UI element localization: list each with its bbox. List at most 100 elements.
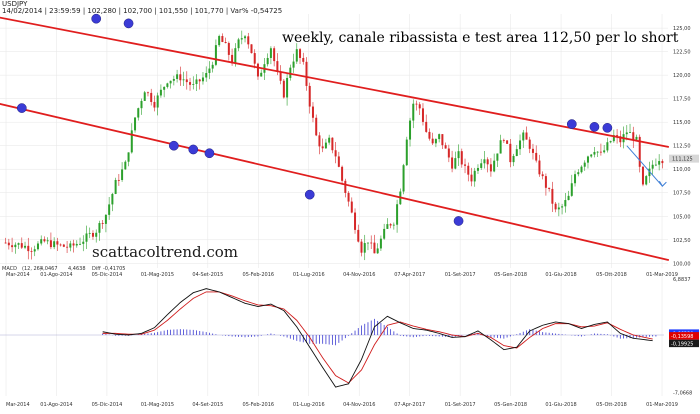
candle-body <box>11 245 14 248</box>
candle-body <box>153 101 156 108</box>
candle-body <box>512 155 515 163</box>
candle-body <box>334 150 337 157</box>
candle-body <box>75 243 78 246</box>
x-tick-label: 05-Feb-2016 <box>243 402 275 408</box>
x-tick-label: Mar-2014 <box>6 272 30 278</box>
signal-value: 4,4638 <box>68 266 86 272</box>
candle-body <box>473 170 476 182</box>
macd-params: (12, 26) <box>22 266 42 272</box>
candle-body <box>599 151 602 153</box>
price-tick-label: 125,00 <box>673 26 691 32</box>
candle-body <box>522 132 525 141</box>
candle-body <box>208 68 211 74</box>
macd-tick-label: -7,0668 <box>673 390 692 396</box>
x-tick-label: 01-Mar-2019 <box>646 272 678 278</box>
candle-body <box>596 151 599 153</box>
candle-body <box>66 246 69 248</box>
price-tick-label: 102,50 <box>673 238 691 244</box>
candle-body <box>172 78 175 81</box>
candle-body <box>570 183 573 196</box>
candle-body <box>156 95 159 108</box>
x-tick-label: 01-Lug-2016 <box>293 272 325 278</box>
macd-label: MACD <box>2 266 17 272</box>
touch-point <box>204 148 215 159</box>
candle-body <box>554 203 557 210</box>
candle-body <box>590 154 593 157</box>
candle-body <box>544 176 547 188</box>
candle-body <box>606 142 609 151</box>
candle-body <box>266 57 269 65</box>
candle-body <box>580 166 583 173</box>
candle-body <box>496 153 499 161</box>
annotation-title: weekly, canale ribassista e test area 11… <box>282 30 679 46</box>
candle-body <box>396 204 399 225</box>
candle-body <box>95 232 98 237</box>
x-tick-label: 01-Mag-2015 <box>141 272 174 278</box>
candle-body <box>499 140 502 154</box>
candle-body <box>586 156 589 163</box>
x-tick-label: 01-Ago-2014 <box>40 272 72 278</box>
touch-point <box>169 140 179 151</box>
projection-arrow <box>626 145 667 187</box>
candle-body <box>476 167 479 171</box>
diff-value: -0,41705 <box>103 266 125 272</box>
candle-body <box>130 130 133 153</box>
price-tick-label: 122,50 <box>673 50 691 56</box>
candle-body <box>224 41 227 44</box>
candle-body <box>583 162 586 167</box>
candle-body <box>302 57 305 62</box>
candle-body <box>486 159 489 165</box>
x-tick-label: 01-Giu-2018 <box>545 402 576 408</box>
x-tick-label: 05-Feb-2016 <box>243 272 275 278</box>
candle-body <box>137 108 140 118</box>
macd-axis: 6,8837-7,0668-0,66330-0,13598-0,19925 <box>669 277 699 396</box>
candle-body <box>315 117 318 136</box>
candle-body <box>344 180 347 193</box>
x-tick-label: 01-Ago-2014 <box>40 402 72 408</box>
candle-body <box>30 251 33 252</box>
candle-body <box>218 36 221 46</box>
candle-body <box>143 92 146 101</box>
price-tick-label: 110,00 <box>673 167 691 173</box>
candle-body <box>593 151 596 155</box>
price-tick-label: 100,00 <box>673 261 691 267</box>
candle-body <box>250 44 253 54</box>
candle-body <box>192 84 195 85</box>
symbol-label: USDJPY <box>2 0 28 8</box>
touch-point <box>602 122 613 133</box>
candle-body <box>538 160 541 175</box>
candle-body <box>641 166 644 185</box>
touch-point <box>188 144 199 155</box>
candle-body <box>506 140 509 144</box>
candle-body <box>609 141 612 143</box>
candle-body <box>36 243 39 250</box>
candle-body <box>111 193 114 205</box>
candle-body <box>195 79 198 85</box>
candle-body <box>577 172 580 175</box>
candle-body <box>412 103 415 121</box>
candle-body <box>49 240 52 248</box>
candle-body <box>117 179 120 181</box>
candle-body <box>645 176 648 185</box>
candle-body <box>483 159 486 164</box>
price-axis: 125,00 122,50 120,00 117,50 115,00 112,50 110,… <box>669 26 699 267</box>
candle-body <box>531 148 534 153</box>
macd-line <box>102 288 653 388</box>
candle-body <box>256 63 259 77</box>
macd-tick-label: 6,8837 <box>673 277 691 283</box>
candle-body <box>292 61 295 68</box>
candle-body <box>454 158 457 169</box>
candle-body <box>276 61 279 72</box>
candle-body <box>185 79 188 83</box>
candle-body <box>383 228 386 239</box>
candle-body <box>493 160 496 172</box>
candle-body <box>489 164 492 172</box>
candle-body <box>244 36 247 39</box>
candle-body <box>428 131 431 139</box>
candle-body <box>451 157 454 169</box>
candle-body <box>635 136 638 140</box>
candle-body <box>548 187 551 189</box>
channel-upper-line <box>0 16 670 148</box>
candle-body <box>373 242 376 254</box>
candle-body <box>279 71 282 81</box>
